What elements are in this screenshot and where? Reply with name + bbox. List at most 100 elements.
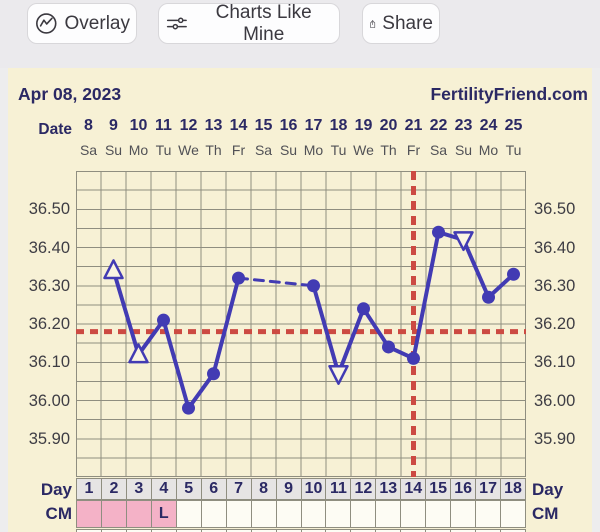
cm-cell-11[interactable] <box>326 501 351 527</box>
partial-cell-8 <box>251 530 276 532</box>
temp-point-day-18[interactable] <box>507 267 520 281</box>
cm-cell-16[interactable] <box>451 501 476 527</box>
date-label-17: 17 <box>304 117 323 134</box>
date-axis-label: Date <box>38 121 72 138</box>
y-axis-label-right-36.50: 36.50 <box>534 200 576 219</box>
day-cell-15[interactable]: 15 <box>426 479 451 499</box>
cm-cell-7[interactable] <box>226 501 251 527</box>
share-button-label: Share <box>382 12 433 34</box>
partial-cell-12 <box>351 530 376 532</box>
temp-point-day-5[interactable] <box>182 401 195 415</box>
temp-segment-10-11 <box>311 283 341 376</box>
partial-cell-11 <box>326 530 351 532</box>
cm-cell-1[interactable] <box>77 501 101 527</box>
day-cell-17[interactable]: 17 <box>476 479 501 499</box>
charts-like-mine-button-label: Charts Like Mine <box>215 1 312 45</box>
day-cell-3[interactable]: 3 <box>126 479 151 499</box>
temp-point-day-12[interactable] <box>357 302 370 316</box>
cm-cell-9[interactable] <box>276 501 301 527</box>
temp-point-day-7[interactable] <box>232 271 245 285</box>
cm-cell-12[interactable] <box>351 501 376 527</box>
day-cell-16[interactable]: 16 <box>451 479 476 499</box>
charts-like-mine-button[interactable]: Charts Like Mine <box>158 1 340 45</box>
partial-cell-7 <box>226 530 251 532</box>
day-cell-9[interactable]: 9 <box>276 479 301 499</box>
weekday-label-13: Th <box>380 142 397 158</box>
cm-cell-15[interactable] <box>426 501 451 527</box>
day-cell-14[interactable]: 14 <box>401 479 426 499</box>
date-label-23: 23 <box>454 117 473 134</box>
partial-cell-9 <box>276 530 301 532</box>
cm-cell-18[interactable] <box>501 501 525 527</box>
overlay-button[interactable]: Overlay <box>27 3 137 44</box>
temp-point-day-10[interactable] <box>307 279 320 293</box>
day-cell-11[interactable]: 11 <box>326 479 351 499</box>
day-cell-2[interactable]: 2 <box>101 479 126 499</box>
date-label-14: 14 <box>229 117 248 134</box>
y-axis-label-left-36.30: 36.30 <box>28 276 70 295</box>
date-label-19: 19 <box>354 117 373 134</box>
weekday-label-3: Mo <box>128 142 149 158</box>
day-cell-1[interactable]: 1 <box>77 479 101 499</box>
temp-point-day-13[interactable] <box>382 340 395 354</box>
weekday-label-5: We <box>178 142 199 158</box>
day-cell-6[interactable]: 6 <box>201 479 226 499</box>
weekday-label-10: Mo <box>303 142 324 158</box>
cm-cell-10[interactable] <box>301 501 326 527</box>
bbt-chart <box>76 171 526 477</box>
date-label-16: 16 <box>279 117 298 134</box>
temp-point-day-3[interactable] <box>128 343 149 364</box>
y-axis-label-right-36.40: 36.40 <box>534 238 576 257</box>
cm-cell-4[interactable]: L <box>151 501 176 527</box>
cm-cell-5[interactable] <box>176 501 201 527</box>
share-icon <box>370 19 376 28</box>
partial-cell-16 <box>451 530 476 532</box>
date-label-22: 22 <box>429 117 448 134</box>
partial-cell-5 <box>176 530 201 532</box>
temp-point-day-14[interactable] <box>407 351 420 365</box>
weekday-label-17: Mo <box>478 142 499 158</box>
temp-point-day-2[interactable] <box>103 259 124 280</box>
temp-point-day-4[interactable] <box>157 313 170 327</box>
cm-cells-row: L <box>76 500 526 528</box>
y-axis-label-left-35.90: 35.90 <box>28 429 70 448</box>
weekday-label-9: Su <box>279 142 298 158</box>
day-cell-18[interactable]: 18 <box>501 479 525 499</box>
cm-cell-8[interactable] <box>251 501 276 527</box>
temp-point-day-17[interactable] <box>482 290 495 304</box>
cm-cell-3[interactable] <box>126 501 151 527</box>
date-label-9: 9 <box>109 117 118 134</box>
cm-cell-2[interactable] <box>101 501 126 527</box>
weekday-label-11: Tu <box>330 142 347 158</box>
temp-point-day-6[interactable] <box>207 367 220 381</box>
date-label-13: 13 <box>204 117 223 134</box>
date-label-21: 21 <box>404 117 423 134</box>
cm-cell-14[interactable] <box>401 501 426 527</box>
weekday-label-7: Fr <box>231 142 246 158</box>
day-cell-12[interactable]: 12 <box>351 479 376 499</box>
cm-cell-17[interactable] <box>476 501 501 527</box>
weekday-label-16: Su <box>454 142 473 158</box>
share-button[interactable]: Share <box>362 3 440 44</box>
day-cells-row: 1 2 3 4 5 6 7 8 9 10 11 12 13 14 15 16 17 18 <box>76 478 526 500</box>
partial-cell-4 <box>151 530 176 532</box>
day-cell-8[interactable]: 8 <box>251 479 276 499</box>
cm-cell-6[interactable] <box>201 501 226 527</box>
weekday-label-2: Su <box>104 142 123 158</box>
temp-point-day-15[interactable] <box>432 225 445 239</box>
day-cell-7[interactable]: 7 <box>226 479 251 499</box>
y-axis-label-left-36.50: 36.50 <box>28 200 70 219</box>
day-cell-4[interactable]: 4 <box>151 479 176 499</box>
cm-cell-13[interactable] <box>376 501 401 527</box>
day-cell-13[interactable]: 13 <box>376 479 401 499</box>
temp-point-day-16[interactable] <box>453 231 474 252</box>
day-row-label-left: Day <box>40 480 72 499</box>
temp-segment-5-6 <box>186 371 216 411</box>
weekday-label-15: Sa <box>429 142 448 158</box>
temp-point-day-11[interactable] <box>328 364 349 385</box>
date-label-10: 10 <box>129 117 148 134</box>
day-cell-10[interactable]: 10 <box>301 479 326 499</box>
partial-cell-17 <box>476 530 501 532</box>
partial-cell-3 <box>126 530 151 532</box>
day-cell-5[interactable]: 5 <box>176 479 201 499</box>
